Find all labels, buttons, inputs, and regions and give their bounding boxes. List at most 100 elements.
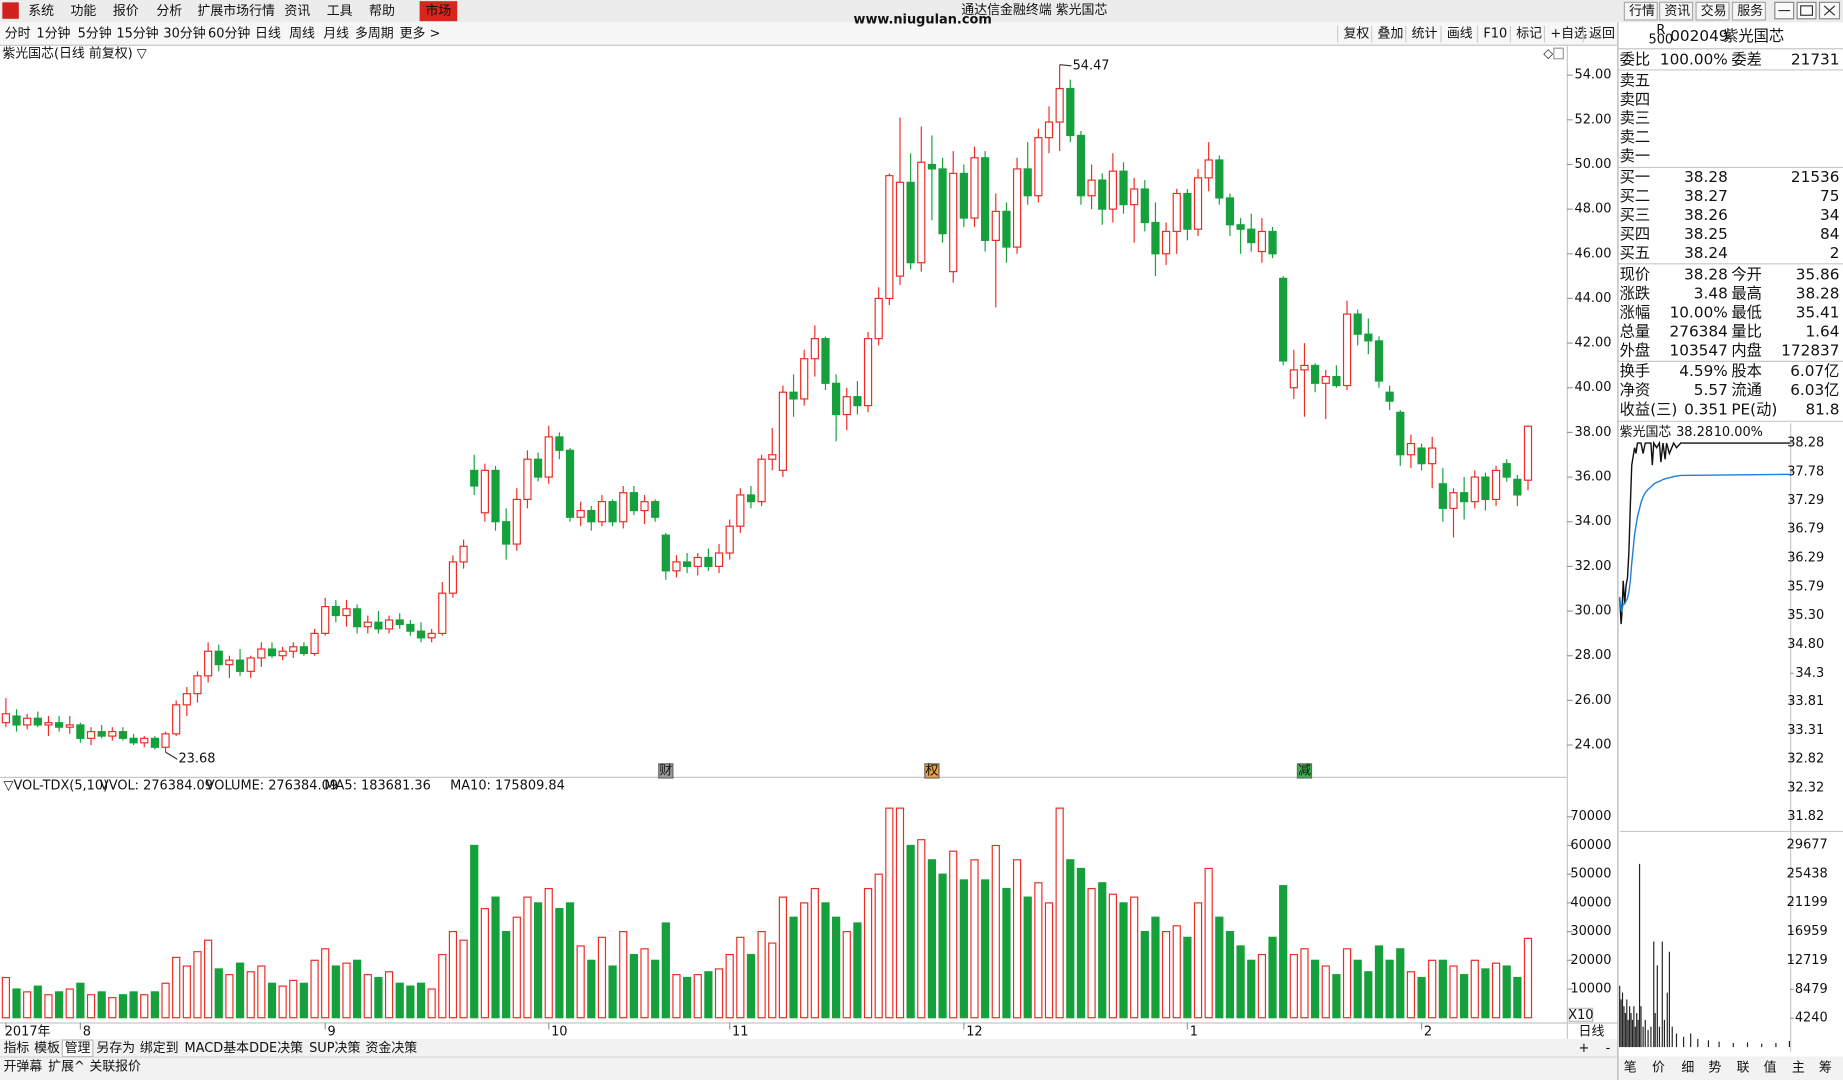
menu-item[interactable]: 系统 — [28, 4, 54, 19]
event-marker[interactable] — [1296, 763, 1313, 779]
stat-label: 今开 — [1731, 265, 1762, 283]
candle-body — [1364, 333, 1373, 342]
y-tick-label: 24.00 — [1574, 738, 1611, 753]
volume-bar — [874, 873, 883, 1019]
period-tab[interactable]: 分时 — [5, 27, 31, 42]
right-tab[interactable]: 值 — [1764, 1060, 1777, 1076]
bottom-tab[interactable]: 指标 — [4, 1041, 30, 1056]
candle-body — [778, 391, 788, 471]
volume-bar — [565, 902, 575, 1019]
menu-item[interactable]: 扩展市场行情 — [197, 3, 275, 19]
menu-item[interactable]: 工具 — [327, 4, 353, 19]
menu-item[interactable]: 报价 — [113, 4, 139, 19]
top-tab-label[interactable]: 服务 — [1737, 3, 1763, 19]
chart-tool[interactable]: 标记 — [1516, 27, 1542, 42]
period-tab[interactable]: 多周期 — [355, 27, 394, 42]
intraday-y-tick-label: 38.28 — [1787, 436, 1824, 451]
market-tab[interactable] — [419, 1, 458, 22]
candle-body — [225, 659, 234, 666]
zoom-in[interactable]: + — [1579, 1041, 1590, 1056]
period-tab[interactable]: 15分钟 — [116, 26, 158, 42]
right-tab[interactable]: 筹 — [1819, 1060, 1832, 1076]
chart-tool[interactable]: F10 — [1483, 27, 1507, 42]
stat-value: 3.48 — [1694, 285, 1728, 303]
period-tab[interactable]: 60分钟 — [208, 26, 250, 42]
x-tick-label: 9 — [328, 1024, 336, 1039]
volume-y-tick-label: 50000 — [1570, 867, 1611, 882]
market-tab-label[interactable]: 市场 — [426, 3, 452, 19]
bottom-tab[interactable]: SUP决策 — [309, 1040, 360, 1056]
chart-tool[interactable]: 叠加 — [1378, 27, 1404, 42]
chart-tool[interactable]: 统计 — [1412, 27, 1438, 42]
event-marker-label[interactable]: 减 — [1298, 763, 1311, 778]
candle-body — [1, 713, 10, 724]
period-tab[interactable]: 月线 — [323, 27, 349, 42]
candle-body — [12, 715, 21, 726]
bottom-tab[interactable]: 另存为 — [96, 1041, 135, 1056]
chart-tool[interactable]: 复权 — [1343, 26, 1369, 42]
menu-item[interactable]: 资讯 — [284, 4, 310, 19]
right-tab[interactable]: 联 — [1737, 1061, 1750, 1076]
volume-bar — [1310, 959, 1320, 1019]
top-tab[interactable] — [1659, 1, 1694, 21]
right-tab[interactable]: 主 — [1792, 1061, 1805, 1076]
bottom-tab[interactable]: DDE决策 — [249, 1040, 303, 1056]
volume-bar — [86, 994, 96, 1019]
window-icon[interactable] — [1553, 47, 1564, 60]
menu-item[interactable]: 帮助 — [369, 4, 395, 19]
volume-bar — [214, 968, 223, 1019]
volume-bar — [118, 994, 128, 1019]
bottom-tab[interactable]: 开弹幕 — [4, 1060, 43, 1075]
candle-body — [1023, 168, 1032, 197]
bottom-tab[interactable]: 管理 — [65, 1041, 91, 1056]
badge-top: R — [1656, 23, 1665, 38]
top-tab[interactable] — [1695, 1, 1730, 21]
x-tick-label: 11 — [732, 1024, 748, 1039]
settings-icon[interactable]: ◇ — [1543, 47, 1553, 62]
right-tab[interactable]: 细 — [1681, 1061, 1694, 1076]
bottom-tab[interactable]: 绑定到 — [140, 1041, 179, 1056]
intraday-y-tick-label: 32.82 — [1787, 751, 1824, 766]
top-tab-label[interactable]: 交易 — [1701, 3, 1727, 19]
menu-item[interactable]: 分析 — [156, 4, 182, 19]
y-tick-label: 46.00 — [1574, 246, 1611, 261]
period-tab[interactable]: 5分钟 — [78, 26, 112, 42]
top-tab[interactable] — [1731, 1, 1767, 21]
period-tab[interactable]: 更多 > — [400, 27, 441, 42]
stat-value: 38.28 — [1684, 265, 1728, 283]
event-marker-label[interactable]: 财 — [659, 763, 672, 778]
volume-bar — [161, 982, 170, 1019]
top-tab-label[interactable]: 资讯 — [1664, 4, 1690, 19]
candle-body — [1055, 87, 1064, 123]
chart-tool[interactable]: 返回 — [1589, 27, 1615, 42]
top-tab-label[interactable]: 行情 — [1629, 4, 1655, 19]
period-tab[interactable]: 日线 — [255, 27, 281, 42]
candle-body — [129, 737, 138, 744]
candle-body — [1002, 210, 1011, 248]
volume-bar — [1236, 945, 1245, 1019]
volume-bar — [204, 939, 213, 1019]
y-tick-label: 38.00 — [1574, 425, 1611, 440]
period-tab[interactable]: 1分钟 — [36, 26, 70, 42]
top-tab[interactable] — [1623, 1, 1658, 21]
volume-bar — [512, 916, 521, 1019]
bottom-tab[interactable]: 关联报价 — [89, 1060, 141, 1075]
bottom-tab[interactable]: MACD基本 — [185, 1041, 250, 1056]
bottom-tab[interactable]: 扩展^ — [48, 1060, 85, 1075]
event-marker[interactable] — [924, 763, 940, 779]
menu-item[interactable]: 功能 — [71, 4, 97, 19]
chart-tool[interactable]: 画线 — [1447, 27, 1473, 42]
right-tab[interactable]: 笔 — [1624, 1060, 1637, 1076]
period-tab[interactable]: 周线 — [289, 27, 315, 42]
period-tab[interactable]: 30分钟 — [163, 26, 205, 42]
bottom-tab[interactable]: 资金决策 — [366, 1040, 418, 1056]
right-tab[interactable]: 势 — [1708, 1060, 1721, 1076]
maximize-button[interactable] — [1796, 1, 1817, 20]
candle-body — [1193, 177, 1203, 230]
right-tab[interactable]: 价 — [1652, 1061, 1665, 1076]
event-marker-label[interactable]: 权 — [925, 762, 938, 778]
event-marker[interactable] — [658, 763, 674, 779]
zoom-out[interactable]: - — [1606, 1041, 1611, 1056]
chart-tool[interactable]: +自选 — [1550, 27, 1587, 42]
bottom-tab[interactable]: 模板 — [34, 1041, 60, 1056]
